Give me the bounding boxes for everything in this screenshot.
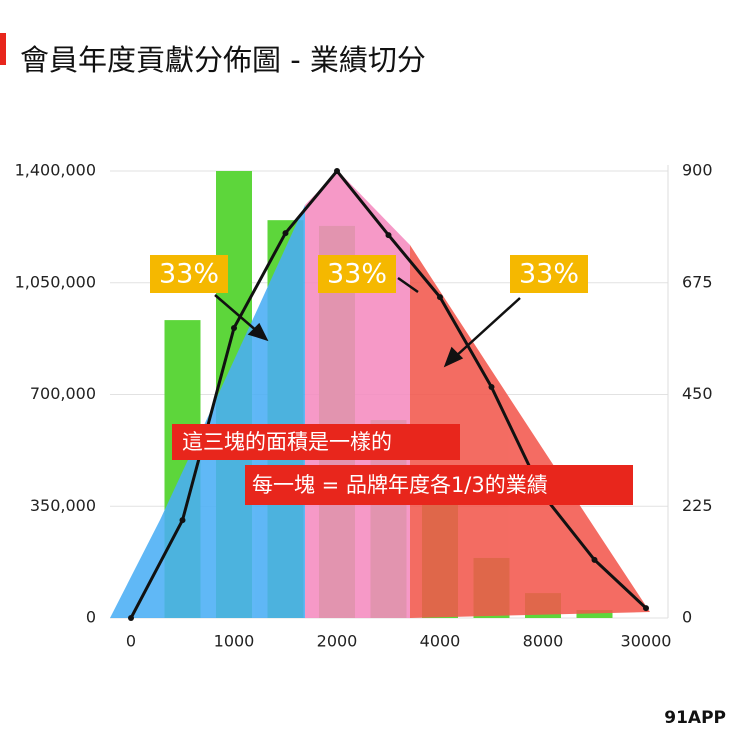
- callout-box: [510, 255, 588, 293]
- callout: 33%: [519, 259, 579, 290]
- pink-third: [305, 171, 410, 618]
- y2-tick-label: 450: [682, 384, 713, 403]
- x-tick-label: 4000: [420, 632, 461, 651]
- arrow-head: [247, 322, 269, 342]
- callout-box: [318, 255, 396, 293]
- y2-tick-label: 0: [682, 608, 692, 627]
- arrow: [214, 294, 259, 333]
- arrow: [454, 297, 521, 358]
- line-point: [179, 517, 186, 524]
- x-tick-label: 1000: [214, 632, 255, 651]
- y-tick-label: 1,050,000: [15, 272, 96, 291]
- note: 這三塊的面積是一樣的: [182, 430, 392, 454]
- line-point: [488, 384, 495, 391]
- callout-box: [150, 255, 228, 293]
- note: 每一塊 = 品牌年度各1/3的業績: [252, 473, 548, 497]
- note-box: [172, 424, 460, 460]
- line-point: [437, 294, 443, 301]
- arrows: [214, 276, 521, 368]
- slide-title: 會員年度貢獻分佈圖 - 業績切分: [20, 43, 426, 77]
- x-tick-label: 2000: [317, 632, 358, 651]
- red-third: [410, 245, 650, 618]
- line-point: [643, 605, 649, 612]
- y-tick-label: 0: [86, 608, 96, 627]
- logo: 91APP: [664, 708, 726, 728]
- labels: 0 350,000 700,000 1,050,000 1,400,000 0 225 450…: [15, 161, 713, 651]
- x-tick-label: 0: [126, 632, 136, 651]
- line-point: [591, 556, 598, 563]
- y-tick-label: 1,400,000: [15, 161, 96, 180]
- line-point: [282, 230, 289, 237]
- arrow: [397, 276, 419, 294]
- y-tick-label: 350,000: [30, 496, 96, 515]
- lines: [128, 168, 649, 621]
- callout: 33%: [327, 259, 387, 290]
- y-tick-label: 700,000: [30, 384, 96, 403]
- bar: [576, 610, 613, 618]
- line-point: [231, 324, 237, 331]
- line-point: [385, 232, 392, 239]
- blue-third: [110, 205, 305, 618]
- line-point: [128, 615, 134, 621]
- title-accent: [0, 33, 6, 65]
- x-tick-label: 8000: [523, 632, 564, 651]
- y2-tick-label: 900: [682, 161, 713, 180]
- x-tick-label: 30000: [621, 632, 672, 651]
- arrow-head: [443, 346, 464, 368]
- note-box: [245, 465, 633, 505]
- callout: 33%: [159, 259, 219, 290]
- y2-tick-label: 675: [682, 272, 713, 291]
- y2-tick-label: 225: [682, 496, 713, 515]
- line-point: [334, 168, 340, 174]
